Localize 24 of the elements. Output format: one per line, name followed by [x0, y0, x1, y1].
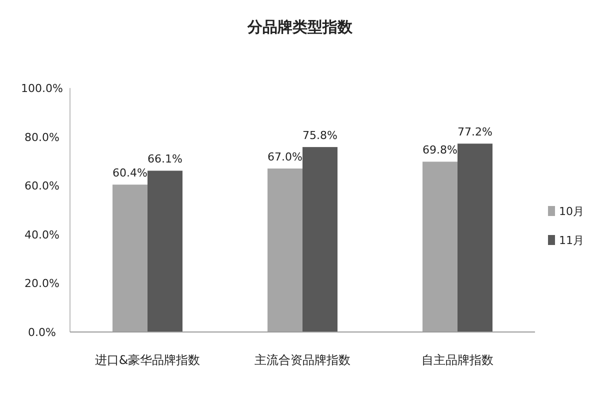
data-label: 75.8%: [302, 129, 338, 142]
bar: [148, 170, 182, 332]
bar: [112, 184, 148, 332]
y-tick-label: 20.0%: [24, 277, 60, 290]
bar: [302, 147, 338, 332]
data-label: 66.1%: [148, 152, 182, 166]
y-tick-label: 0.0%: [28, 326, 56, 339]
y-tick-label: 80.0%: [24, 130, 60, 144]
bar: [458, 144, 492, 332]
chart-title: 分品牌类型指数: [246, 18, 354, 36]
y-tick-label: 40.0%: [24, 228, 60, 242]
y-tick-label: 60.0%: [24, 180, 60, 193]
y-tick-label: 100.0%: [21, 82, 63, 95]
data-label: 77.2%: [458, 126, 492, 139]
bar: [268, 168, 302, 332]
legend-label: 11月: [559, 234, 584, 247]
legend-label: 10月: [559, 205, 584, 218]
data-label: 67.0%: [268, 150, 302, 164]
data-label: 60.4%: [112, 166, 148, 180]
bar: [422, 162, 458, 332]
x-tick-label: 进口&豪华品牌指数: [94, 353, 200, 367]
x-tick-label: 自主品牌指数: [422, 353, 494, 367]
data-label: 69.8%: [422, 144, 458, 157]
x-tick-label: 主流合资品牌指数: [254, 353, 350, 367]
